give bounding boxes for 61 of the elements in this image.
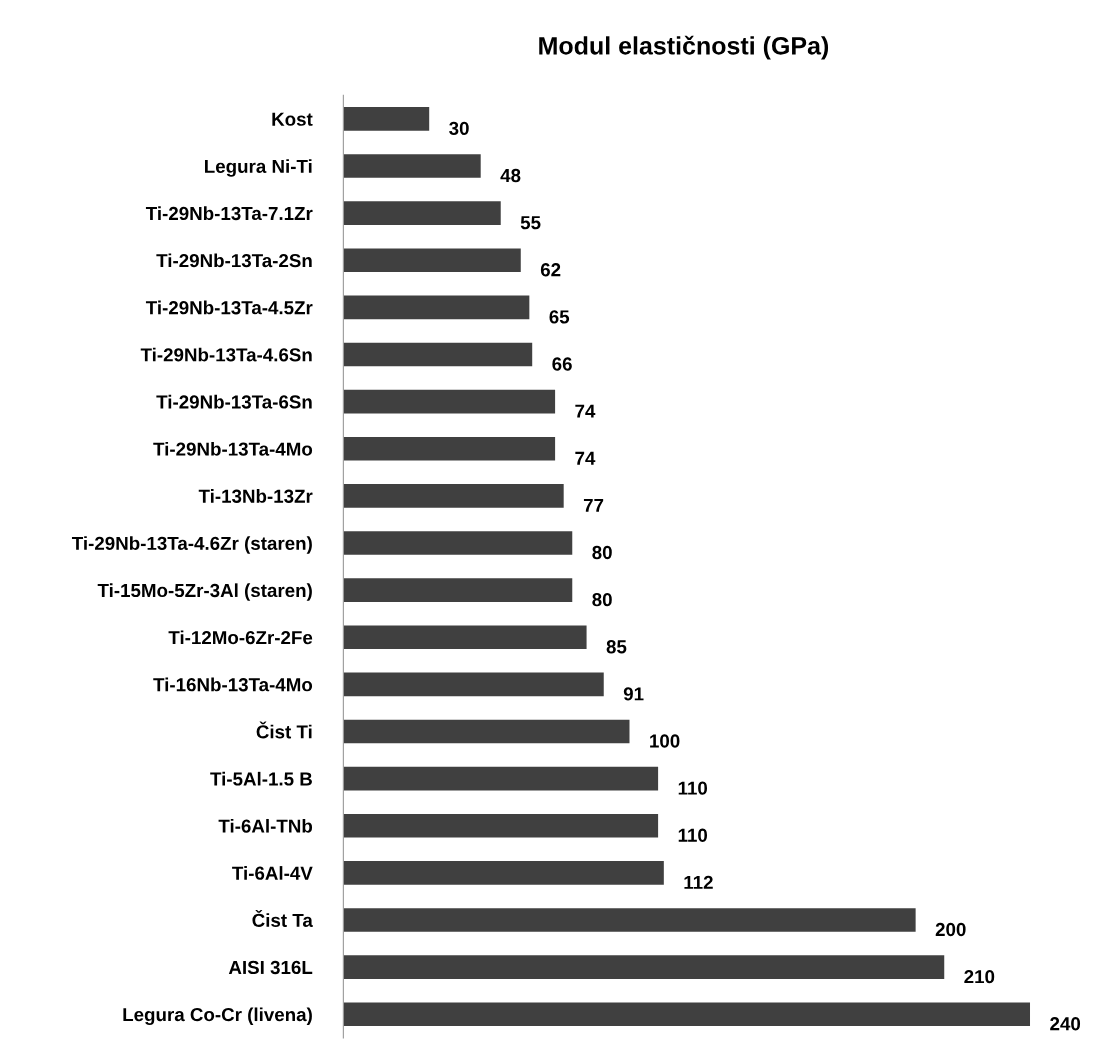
y-tick-label: Legura Ni-Ti — [205, 159, 312, 177]
bar — [343, 531, 573, 555]
bar — [343, 342, 533, 367]
y-tick-label: Kost — [272, 112, 313, 126]
data-label: 100 — [650, 734, 680, 748]
y-tick-label: Ti-29Nb-13Ta-6Sn — [156, 394, 312, 409]
data-label: 65 — [549, 310, 570, 324]
data-label: 112 — [684, 875, 713, 889]
y-tick-label: Čist Ti — [256, 721, 312, 739]
y-tick-label: Legura Co-Cr (livena) — [123, 1007, 312, 1026]
y-tick-label: Ti-6Al-TNb — [218, 818, 313, 833]
bar — [343, 672, 604, 697]
data-label: 80 — [592, 545, 612, 560]
bar — [343, 389, 556, 414]
bar — [343, 1002, 1031, 1027]
bar — [343, 154, 481, 178]
bar — [343, 295, 530, 320]
chart-title: Modul elastičnosti (GPa) — [539, 35, 829, 60]
y-tick-label: Ti-29Nb-13Ta-2Sn — [156, 253, 312, 268]
bar — [343, 908, 916, 932]
data-label: 74 — [575, 404, 596, 418]
bar — [343, 766, 659, 791]
y-tick-label: AISI 316L — [228, 960, 313, 975]
data-label: 66 — [552, 357, 572, 371]
data-label: 110 — [678, 828, 708, 842]
data-label: 74 — [575, 451, 596, 465]
y-tick-label: Čist Ta — [252, 910, 313, 927]
y-tick-label: Ti-15Mo-5Zr-3Al (staren) — [97, 583, 312, 601]
y-tick-label: Ti-12Mo-6Zr-2Fe — [168, 630, 313, 645]
bar — [343, 813, 659, 838]
y-tick-label: Ti-16Nb-13Ta-4Mo — [153, 677, 313, 692]
y-tick-label: Ti-29Nb-13Ta-4.5Zr — [145, 300, 313, 315]
y-tick-label: Ti-29Nb-13Ta-4.6Sn — [140, 347, 312, 362]
data-label: 210 — [964, 970, 995, 984]
data-label: 55 — [520, 216, 541, 230]
bar — [343, 625, 587, 650]
bar — [343, 861, 664, 885]
data-label: 80 — [592, 592, 612, 607]
y-tick-label: Ti-5Al-1.5 B — [210, 771, 312, 786]
bar — [343, 107, 430, 131]
data-label: 200 — [935, 922, 966, 937]
y-tick-label: Ti-29Nb-13Ta-4Mo — [153, 441, 313, 456]
bar — [343, 201, 501, 225]
bar — [343, 719, 630, 744]
data-label: 48 — [500, 168, 521, 183]
data-label: 240 — [1050, 1017, 1081, 1031]
data-label: 85 — [606, 640, 627, 654]
bar — [343, 484, 564, 508]
y-tick-label: Ti-6Al-4V — [232, 866, 313, 880]
y-tick-label: Ti-29Nb-13Ta-4.6Zr (staren) — [71, 536, 312, 554]
y-tick-label: Ti-13Nb-13Zr — [198, 489, 313, 503]
y-tick-label: Ti-29Nb-13Ta-7.1Zr — [145, 206, 313, 221]
data-label: 91 — [623, 687, 644, 701]
bar — [343, 578, 573, 602]
data-label: 30 — [449, 121, 469, 136]
bar — [343, 248, 521, 273]
data-label: 62 — [540, 263, 561, 277]
data-label: 110 — [678, 781, 708, 795]
bar — [343, 955, 945, 979]
data-label: 77 — [583, 498, 604, 512]
bar — [343, 436, 556, 461]
